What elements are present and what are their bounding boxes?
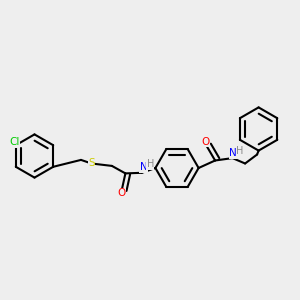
Text: H: H [236, 146, 244, 157]
Text: N: N [140, 162, 147, 172]
Text: H: H [147, 159, 154, 170]
Text: Cl: Cl [9, 137, 20, 147]
Text: S: S [88, 158, 95, 169]
Text: O: O [118, 188, 126, 199]
Text: O: O [201, 137, 209, 147]
Text: N: N [229, 148, 237, 158]
